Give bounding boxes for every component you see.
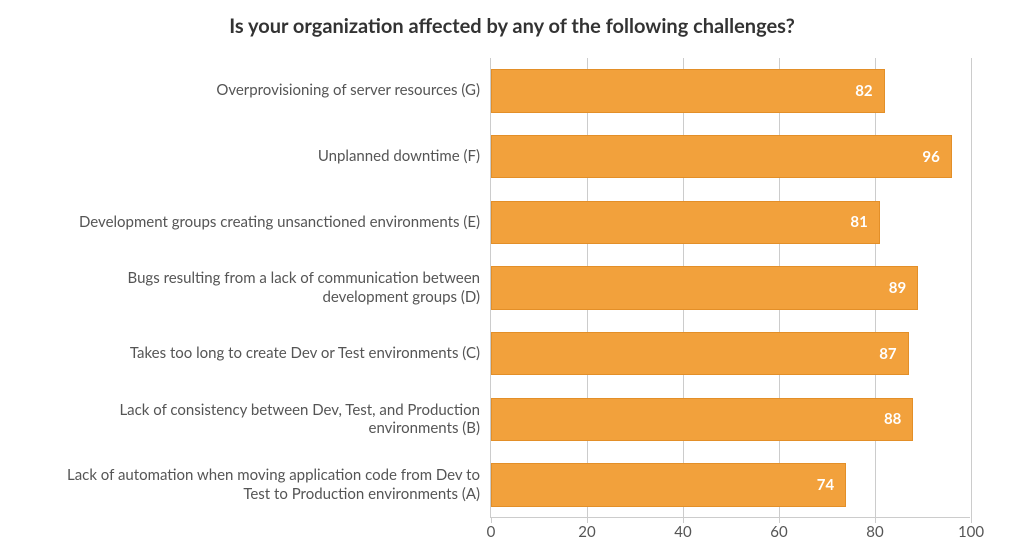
bar-value-label: 96 (922, 148, 939, 166)
bar (491, 463, 846, 506)
plot-area: 02040608010082968189878874 (490, 58, 970, 518)
bar-row: 87 (491, 332, 909, 375)
bar (491, 69, 885, 112)
category-label: Overprovisioning of server resources (G) (40, 58, 480, 124)
category-label: Lack of consistency between Dev, Test, a… (40, 387, 480, 453)
category-label: Takes too long to create Dev or Test env… (40, 321, 480, 387)
bar (491, 398, 913, 441)
bar-value-label: 82 (855, 82, 872, 100)
x-tick-label: 20 (578, 523, 595, 541)
category-label: Unplanned downtime (F) (40, 124, 480, 190)
challenges-bar-chart: Is your organization affected by any of … (0, 0, 1024, 554)
gridline (971, 58, 972, 517)
bar (491, 201, 880, 244)
bar-value-label: 74 (817, 476, 834, 494)
bar-value-label: 81 (850, 213, 867, 231)
category-label: Bugs resulting from a lack of communicat… (40, 255, 480, 321)
bar-row: 81 (491, 201, 880, 244)
bar-row: 96 (491, 135, 952, 178)
plot-inner: 02040608010082968189878874 (490, 58, 970, 518)
x-tick-label: 0 (487, 523, 496, 541)
bar-value-label: 89 (889, 279, 906, 297)
bar-value-label: 87 (879, 345, 896, 363)
x-tick-label: 100 (958, 523, 984, 541)
bar (491, 266, 918, 309)
bar (491, 332, 909, 375)
bar-row: 74 (491, 463, 846, 506)
bar (491, 135, 952, 178)
chart-title: Is your organization affected by any of … (0, 14, 1024, 38)
bar-value-label: 88 (884, 410, 901, 428)
x-tick-label: 60 (770, 523, 787, 541)
x-tick-label: 40 (674, 523, 691, 541)
category-label: Lack of automation when moving applicati… (40, 452, 480, 518)
category-label: Development groups creating unsanctioned… (40, 189, 480, 255)
bar-row: 82 (491, 69, 885, 112)
x-tick-label: 80 (866, 523, 883, 541)
bar-row: 89 (491, 266, 918, 309)
bar-row: 88 (491, 398, 913, 441)
